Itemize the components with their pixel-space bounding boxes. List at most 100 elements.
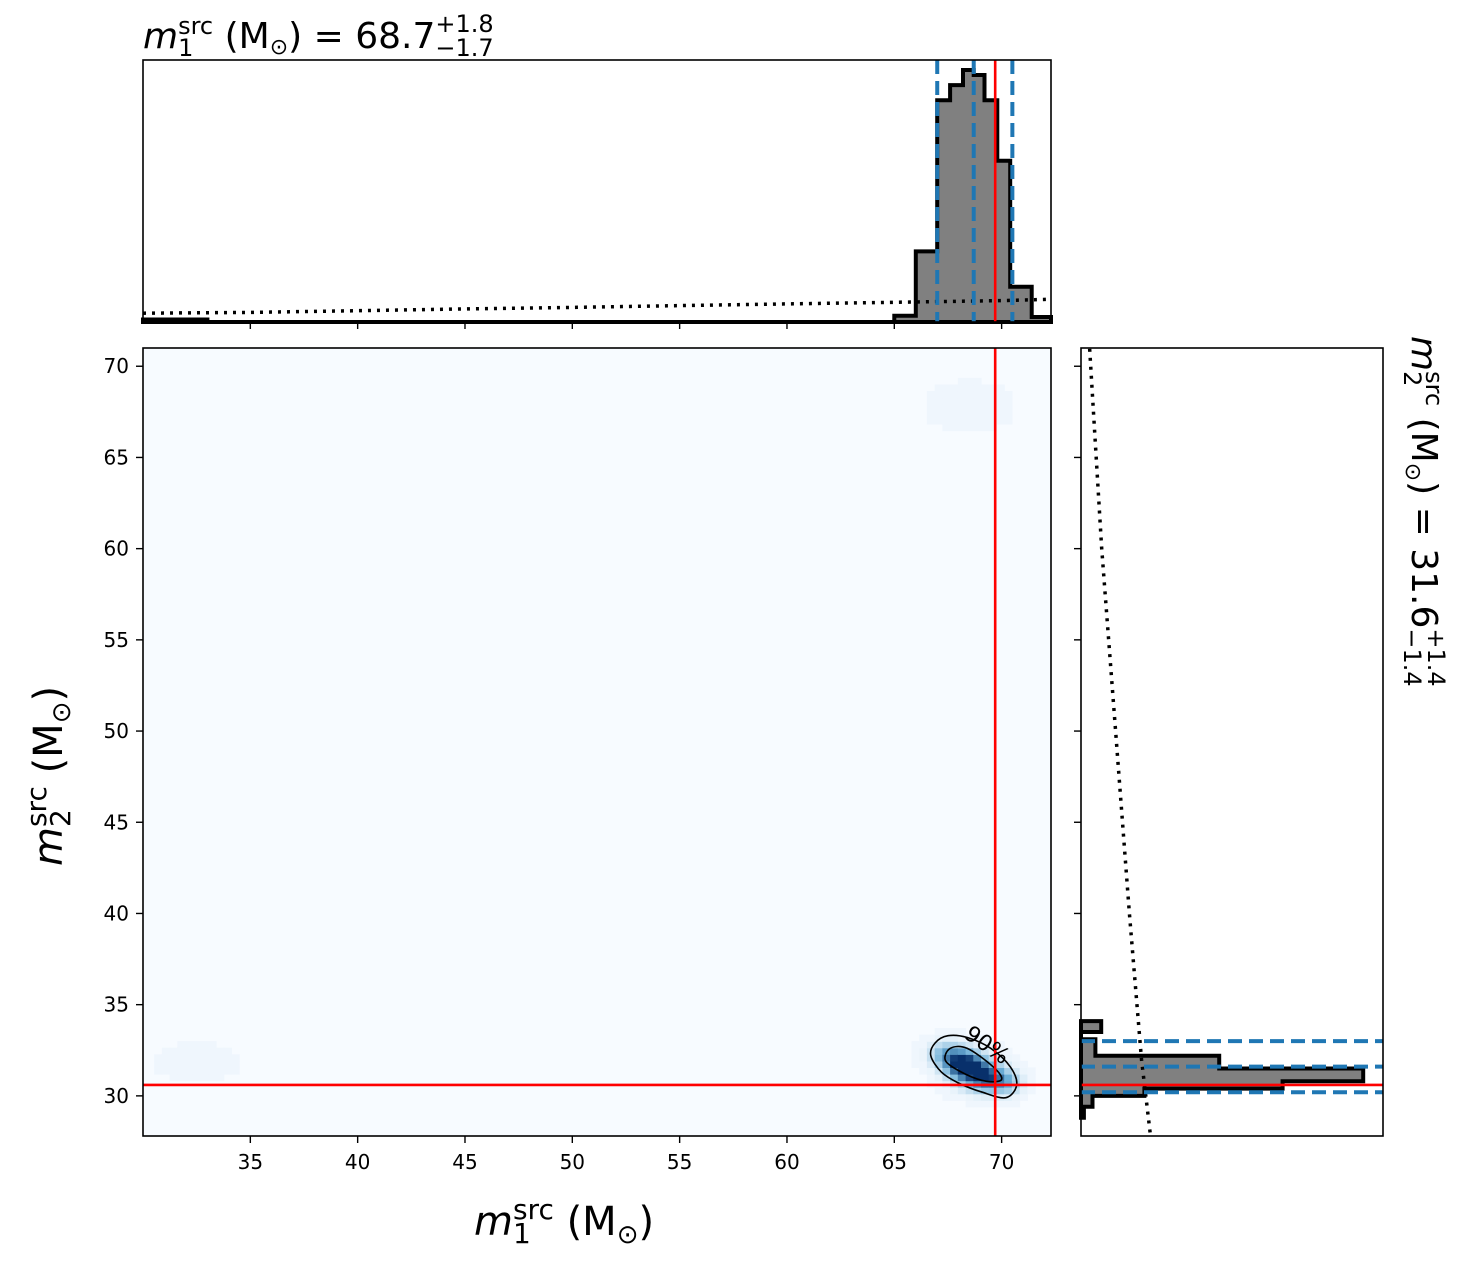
density-cell — [934, 410, 943, 418]
density-cell — [965, 417, 974, 425]
density-cell — [996, 384, 1005, 392]
density-cell — [965, 1054, 974, 1062]
density-cell — [208, 1041, 217, 1049]
density-cell — [988, 1047, 997, 1055]
density-cell — [981, 384, 990, 392]
density-cell — [988, 1060, 997, 1068]
density-cell — [185, 1074, 194, 1082]
density-cell — [973, 377, 982, 386]
density-cell — [934, 1067, 943, 1075]
density-cell — [957, 397, 967, 405]
density-cell — [934, 1028, 943, 1036]
density-cell — [950, 384, 959, 392]
density-cell — [216, 1067, 225, 1075]
density-cell — [988, 1093, 997, 1101]
density-cell — [950, 1041, 959, 1049]
y-axis-label-sub: 2 — [44, 809, 77, 827]
density-cell — [200, 1047, 209, 1055]
density-cell — [942, 1067, 951, 1075]
density-cell — [177, 1047, 186, 1055]
density-cell — [996, 1067, 1005, 1075]
m2-title-symbol: m — [1403, 336, 1444, 371]
density-cell — [988, 1100, 997, 1108]
density-cell — [934, 417, 943, 425]
density-cell — [942, 1034, 951, 1042]
y-tick-label: 45 — [104, 810, 129, 834]
density-cell — [919, 1034, 928, 1042]
density-cell — [981, 423, 990, 432]
density-cell — [965, 1041, 974, 1049]
density-cell — [1004, 1067, 1013, 1075]
density-cell — [950, 1047, 959, 1055]
density-cell — [973, 1054, 982, 1062]
density-cell — [988, 1054, 997, 1062]
density-cell — [973, 1074, 982, 1082]
density-cell — [950, 1034, 959, 1042]
m1-title-unit: (M — [213, 16, 270, 57]
density-cell — [934, 1054, 943, 1062]
density-cell — [1004, 404, 1013, 412]
y-axis-label-sun: ⊙ — [47, 702, 77, 724]
m2-title: msrc2 (M⊙) = 31.6+1.4−1.4 — [1398, 336, 1450, 687]
density-cell — [919, 1060, 928, 1068]
density-cell — [981, 1067, 990, 1075]
density-cell — [988, 423, 997, 432]
density-cell — [957, 1067, 967, 1075]
density-cell — [981, 410, 990, 418]
density-cell — [1011, 1100, 1021, 1108]
density-background — [143, 348, 1051, 1136]
density-cell — [965, 1047, 974, 1055]
density-cell — [965, 410, 974, 418]
density-cell — [973, 404, 982, 412]
density-cell — [926, 391, 936, 399]
density-cell — [208, 1074, 217, 1082]
density-cell — [1004, 417, 1013, 425]
density-cell — [996, 1100, 1005, 1108]
density-cell — [996, 410, 1005, 418]
density-cell — [957, 377, 967, 386]
density-cell — [216, 1074, 225, 1082]
density-cell — [988, 1041, 997, 1049]
m1-marginal-histogram: msrc 1 (M⊙) = 68.7+1.8 −1.7 — [141, 10, 1053, 329]
density-cell — [950, 1028, 959, 1036]
density-cell — [950, 1087, 959, 1095]
m2-prior-curve — [1087, 347, 1152, 1133]
density-cell — [934, 1074, 943, 1082]
m1-title-value: = 68.7 — [302, 16, 435, 57]
density-cell — [988, 397, 997, 405]
density-cell — [926, 1060, 936, 1068]
m2-title-sup: src — [1420, 371, 1448, 406]
density-cell — [926, 410, 936, 418]
density-cell — [926, 404, 936, 412]
density-cell — [957, 1074, 967, 1082]
density-cell — [934, 1087, 943, 1095]
density-cell — [981, 417, 990, 425]
m2-title-value: = 31.6 — [1403, 495, 1444, 628]
density-cell — [965, 404, 974, 412]
density-cell — [965, 1067, 974, 1075]
density-cell — [1011, 1054, 1021, 1062]
density-cell — [942, 1028, 951, 1036]
m2-title-close: ) — [1403, 481, 1444, 495]
density-cell — [177, 1074, 186, 1082]
density-cell — [965, 397, 974, 405]
m1-title-minus: −1.7 — [435, 34, 493, 62]
density-cell — [1004, 391, 1013, 399]
density-cell — [957, 410, 967, 418]
density-cell — [926, 1041, 936, 1049]
density-cell — [200, 1041, 209, 1049]
density-cell — [192, 1060, 202, 1068]
density-cell — [973, 417, 982, 425]
density-cell — [185, 1047, 194, 1055]
density-cell — [996, 1047, 1005, 1055]
density-cell — [926, 397, 936, 405]
density-cell — [200, 1067, 209, 1075]
density-cell — [973, 384, 982, 392]
density-cell — [1027, 1074, 1036, 1082]
m2-marginal-histogram: msrc2 (M⊙) = 31.6+1.4−1.4 — [1074, 336, 1450, 1137]
density-cell — [957, 1047, 967, 1055]
density-cell — [965, 1074, 974, 1082]
density-cell — [192, 1067, 202, 1075]
density-cell — [934, 1060, 943, 1068]
m1-hist-fill — [143, 70, 1051, 322]
